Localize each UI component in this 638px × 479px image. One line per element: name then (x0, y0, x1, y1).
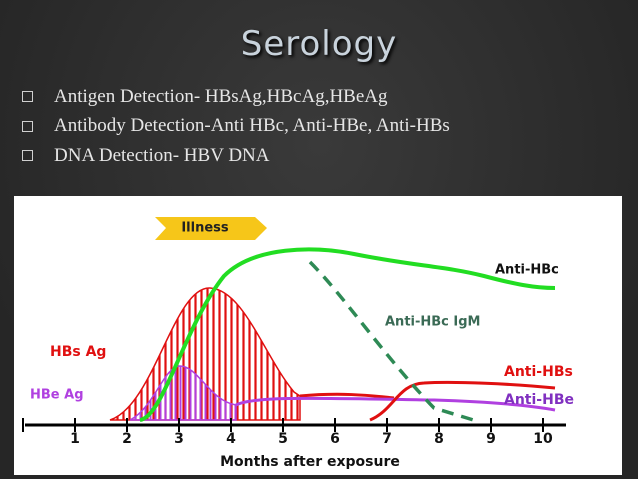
anti-hbc-curve (139, 247, 556, 422)
anti-hbs-curve (369, 380, 556, 422)
x-tick-label: 6 (330, 431, 340, 447)
serology-figure: Illness Anti-HBc Anti-HBc IgM HBs Ag HBe… (14, 196, 622, 475)
hbsag-tail (299, 392, 395, 400)
illness-label: Illness (181, 221, 229, 236)
bullet-text: Antigen Detection- HBsAg,HBcAg,HBeAg (54, 85, 388, 107)
bullet-list: Antigen Detection- HBsAg,HBcAg,HBeAg Ant… (18, 82, 450, 171)
x-ticks: 1 2 3 4 5 6 7 8 9 10 (22, 418, 553, 447)
x-tick-label: 4 (226, 431, 236, 447)
curve-label: HBs Ag (50, 344, 106, 360)
x-axis-label: Months after exposure (220, 454, 400, 470)
x-tick-label: 3 (174, 431, 184, 447)
figure-bg (14, 196, 622, 475)
x-tick-label: 5 (278, 431, 288, 447)
slide-title: Serology (240, 24, 398, 64)
bullet-text: DNA Detection- HBV DNA (54, 144, 270, 166)
illness-arrow (155, 217, 267, 240)
curve-label: Anti-HBc IgM (385, 315, 480, 330)
hbsag-area (109, 287, 301, 421)
bullet: DNA Detection- HBV DNA (18, 141, 450, 171)
anti-hbe-curve (235, 396, 556, 412)
curve-label: Anti-HBs (504, 364, 573, 380)
x-tick-label: 2 (122, 431, 132, 447)
curve-label: Anti-HBc (495, 263, 559, 278)
bullet: Antibody Detection-Anti HBc, Anti-HBe, A… (18, 112, 450, 142)
x-tick-label: 8 (434, 431, 444, 447)
x-tick-label: 9 (486, 431, 496, 447)
anti-hbc-igm-curve (308, 260, 481, 424)
bullet: Antigen Detection- HBsAg,HBcAg,HBeAg (18, 82, 450, 112)
x-tick-label: 10 (533, 431, 553, 447)
x-tick-label: 7 (382, 431, 392, 447)
bullet-text: Antibody Detection-Anti HBc, Anti-HBe, A… (54, 115, 450, 137)
curve-label: HBe Ag (30, 388, 84, 403)
curve-label: Anti-HBe (504, 392, 574, 408)
x-tick-label: 1 (70, 431, 80, 447)
